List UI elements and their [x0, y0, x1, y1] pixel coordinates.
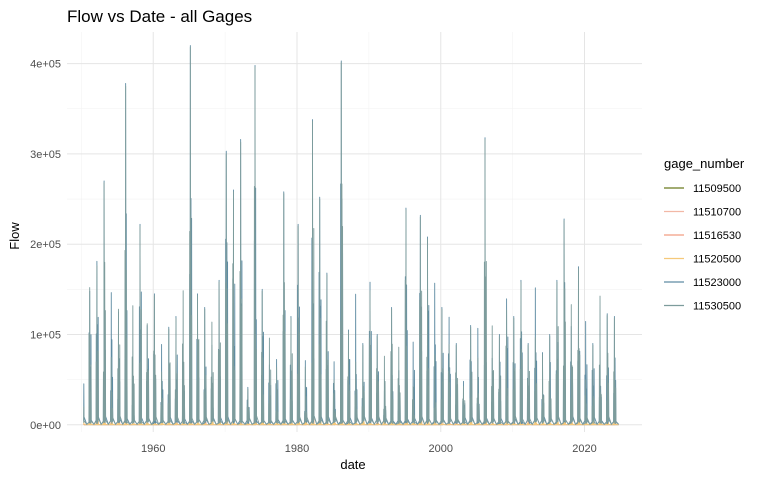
x-tick-label: 1980 [285, 443, 309, 455]
axes: 1960 1980 2000 2020 0e+00 1e+05 2e+05 3e+05 4e+0… [30, 59, 597, 455]
x-tick-label: 2000 [429, 443, 453, 455]
legend: gage_number 11509500 11510700 11516530 1152… [664, 156, 745, 313]
legend-label-11509500: 11509500 [693, 183, 741, 195]
y-tick-label: 3e+05 [30, 149, 61, 161]
legend-title: gage_number [664, 156, 745, 171]
legend-label-11510700: 11510700 [693, 207, 741, 219]
y-tick-label: 2e+05 [30, 239, 61, 251]
legend-label-11516530: 11516530 [693, 230, 741, 242]
legend-label-11523000: 11523000 [693, 277, 741, 289]
grid [67, 32, 642, 432]
legend-label-11530500: 11530500 [693, 301, 741, 313]
x-tick-label: 2020 [572, 443, 596, 455]
legend-label-11520500: 11520500 [693, 254, 741, 266]
y-axis-title: Flow [7, 222, 22, 250]
chart-title: Flow vs Date - all Gages [67, 7, 252, 26]
x-axis-title: date [340, 457, 365, 472]
y-tick-label: 0e+00 [30, 420, 61, 432]
x-tick-label: 1960 [141, 443, 165, 455]
plot-area [83, 45, 619, 426]
series-line-11530500 [83, 46, 619, 425]
y-tick-label: 4e+05 [30, 59, 61, 71]
series-line-11523000 [83, 45, 619, 425]
y-tick-label: 1e+05 [30, 329, 61, 341]
